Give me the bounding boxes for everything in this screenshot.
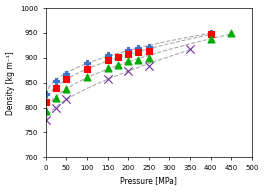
Point [188,47,192,50]
Point [64,97,68,100]
X-axis label: Pressure [MPa]: Pressure [MPa] [120,176,177,185]
Y-axis label: Density [kg m⁻¹]: Density [kg m⁻¹] [6,51,15,115]
Point [105,53,110,56]
Point [44,110,48,113]
Point [44,118,48,121]
Point [126,60,130,63]
Point [64,87,68,90]
Point [126,48,130,51]
Point [105,66,110,69]
Point [105,59,110,62]
Point [116,56,120,59]
Point [229,31,233,34]
Point [136,47,140,50]
Point [147,49,151,52]
Point [147,64,151,67]
Point [105,77,110,80]
Point [54,86,58,89]
Point [209,32,213,36]
Point [44,100,48,103]
Point [54,106,58,109]
Point [209,31,213,34]
Point [85,67,89,70]
Point [126,52,130,55]
Point [64,72,68,75]
Point [85,75,89,78]
Point [147,56,151,59]
Point [85,61,89,64]
Point [209,37,213,40]
Point [136,51,140,54]
Point [116,63,120,66]
Point [147,45,151,48]
Point [126,69,130,72]
Point [136,58,140,61]
Point [54,96,58,99]
Point [44,92,48,95]
Point [64,78,68,81]
Point [54,80,58,83]
